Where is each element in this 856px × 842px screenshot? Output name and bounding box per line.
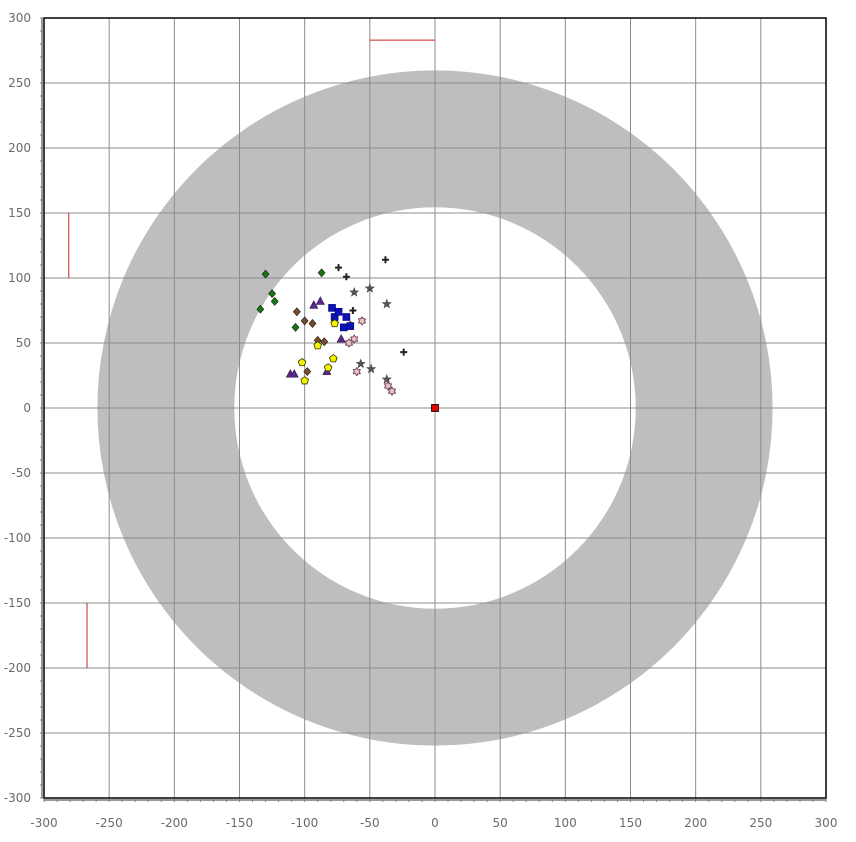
y-tick-label: -50 — [11, 466, 31, 480]
x-tick-label: -200 — [161, 816, 188, 830]
data-point — [292, 307, 301, 317]
tick-labels: -300 -250 -200 -150 -100 -50 0 50 100 150 200 250 30… — [4, 11, 838, 830]
y-tick-label: -300 — [4, 791, 31, 805]
data-point — [366, 363, 377, 374]
data-point — [349, 286, 360, 297]
data-point — [349, 307, 357, 314]
data-point — [291, 322, 300, 332]
data-point — [323, 363, 333, 372]
data-point — [346, 322, 355, 330]
data-point — [308, 319, 317, 328]
y-tick-label: 0 — [23, 401, 31, 415]
origin-marker — [431, 404, 439, 412]
axes — [40, 17, 827, 802]
data-point — [261, 269, 270, 279]
x-tick-label: 150 — [619, 816, 642, 830]
data-point — [329, 354, 338, 363]
x-tick-label: 0 — [431, 816, 439, 830]
x-tick-label: -50 — [360, 816, 380, 830]
ring-band — [97, 70, 773, 746]
y-tick-label: 300 — [8, 11, 31, 25]
data-point — [320, 337, 329, 347]
data-point — [355, 358, 366, 369]
origin-point — [431, 404, 439, 412]
data-point — [297, 358, 307, 367]
x-tick-label: -100 — [291, 816, 318, 830]
data-point — [328, 304, 336, 312]
x-tick-label: 50 — [493, 816, 508, 830]
data-point — [381, 298, 392, 309]
data-point — [342, 273, 350, 281]
data-point — [381, 256, 389, 264]
data-point — [270, 296, 279, 306]
x-tick-label: 300 — [815, 816, 838, 830]
data-point — [357, 316, 367, 326]
x-tick-label: 250 — [749, 816, 772, 830]
data-point — [387, 386, 397, 396]
data-point — [344, 338, 354, 348]
data-point — [303, 367, 312, 377]
y-tick-label: -150 — [4, 596, 31, 610]
data-points — [256, 256, 408, 396]
y-tick-label: -200 — [4, 661, 31, 675]
data-point — [339, 323, 348, 332]
x-tick-label: 200 — [684, 816, 707, 830]
data-point — [330, 319, 339, 328]
y-tick-label: 150 — [8, 206, 31, 220]
x-tick-label: 100 — [554, 816, 577, 830]
data-point — [268, 289, 276, 299]
data-point — [315, 296, 325, 305]
data-point — [383, 381, 393, 391]
data-point — [352, 366, 361, 377]
data-point — [364, 283, 375, 293]
y-tick-label: 250 — [8, 76, 31, 90]
y-tick-label: -100 — [4, 531, 31, 545]
ring-band-shape — [97, 70, 773, 746]
data-point — [317, 268, 326, 278]
data-point — [309, 300, 319, 309]
data-point — [342, 313, 351, 321]
data-point — [300, 376, 309, 385]
reference-lines — [68, 39, 435, 668]
data-point — [336, 333, 346, 343]
data-point — [335, 264, 343, 272]
y-tick-label: 50 — [16, 336, 31, 350]
x-tick-label: -300 — [30, 816, 57, 830]
x-tick-label: -250 — [96, 816, 123, 830]
data-point — [289, 369, 299, 378]
y-tick-label: 100 — [8, 271, 31, 285]
y-tick-label: 200 — [8, 141, 31, 155]
data-point — [256, 304, 265, 314]
data-point — [381, 374, 392, 384]
x-tick-label: -150 — [226, 816, 253, 830]
data-point — [334, 307, 343, 316]
data-point — [300, 316, 309, 326]
data-point — [400, 348, 408, 356]
data-point — [313, 341, 322, 350]
plot-frame — [43, 17, 827, 799]
y-tick-label: -250 — [4, 726, 31, 740]
